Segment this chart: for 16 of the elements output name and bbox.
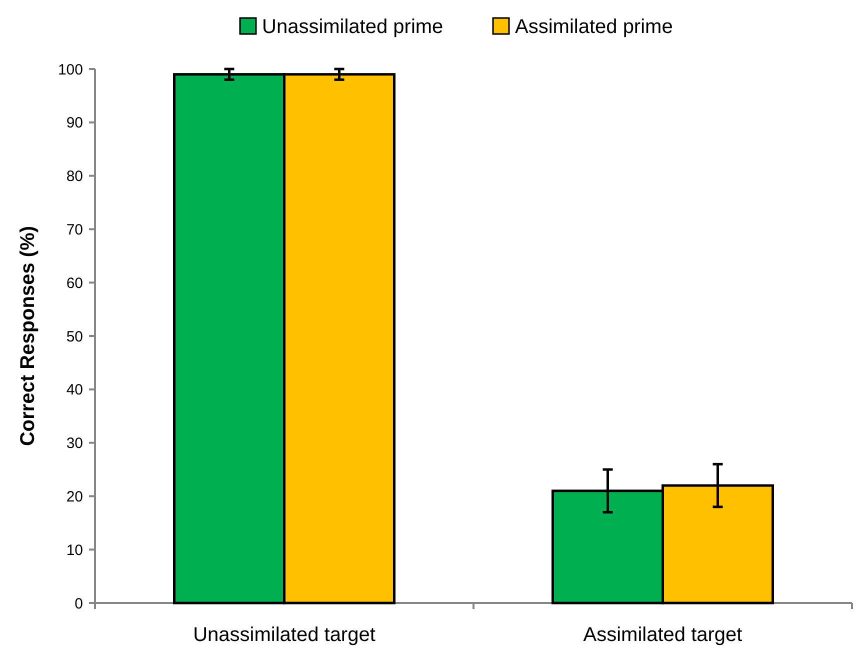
y-tick-label: 30 bbox=[66, 435, 83, 452]
y-axis-title: Correct Responses (%) bbox=[17, 226, 39, 446]
legend-label: Assimilated prime bbox=[515, 16, 673, 38]
y-tick-label: 90 bbox=[66, 114, 83, 132]
y-tick-label: 20 bbox=[66, 488, 83, 506]
legend-label: Unassimilated prime bbox=[262, 16, 444, 38]
y-tick-label: 10 bbox=[66, 542, 83, 559]
x-tick-label: Unassimilated target bbox=[193, 624, 376, 646]
y-tick-label: 80 bbox=[66, 168, 83, 186]
y-tick-label: 50 bbox=[66, 328, 83, 346]
y-tick-label: 70 bbox=[66, 221, 83, 238]
y-tick-label: 40 bbox=[66, 382, 83, 399]
y-tick-label: 100 bbox=[58, 61, 83, 78]
y-tick-label: 60 bbox=[66, 274, 83, 292]
y-tick-label: 0 bbox=[74, 595, 83, 612]
x-tick-label: Assimilated target bbox=[583, 624, 743, 646]
